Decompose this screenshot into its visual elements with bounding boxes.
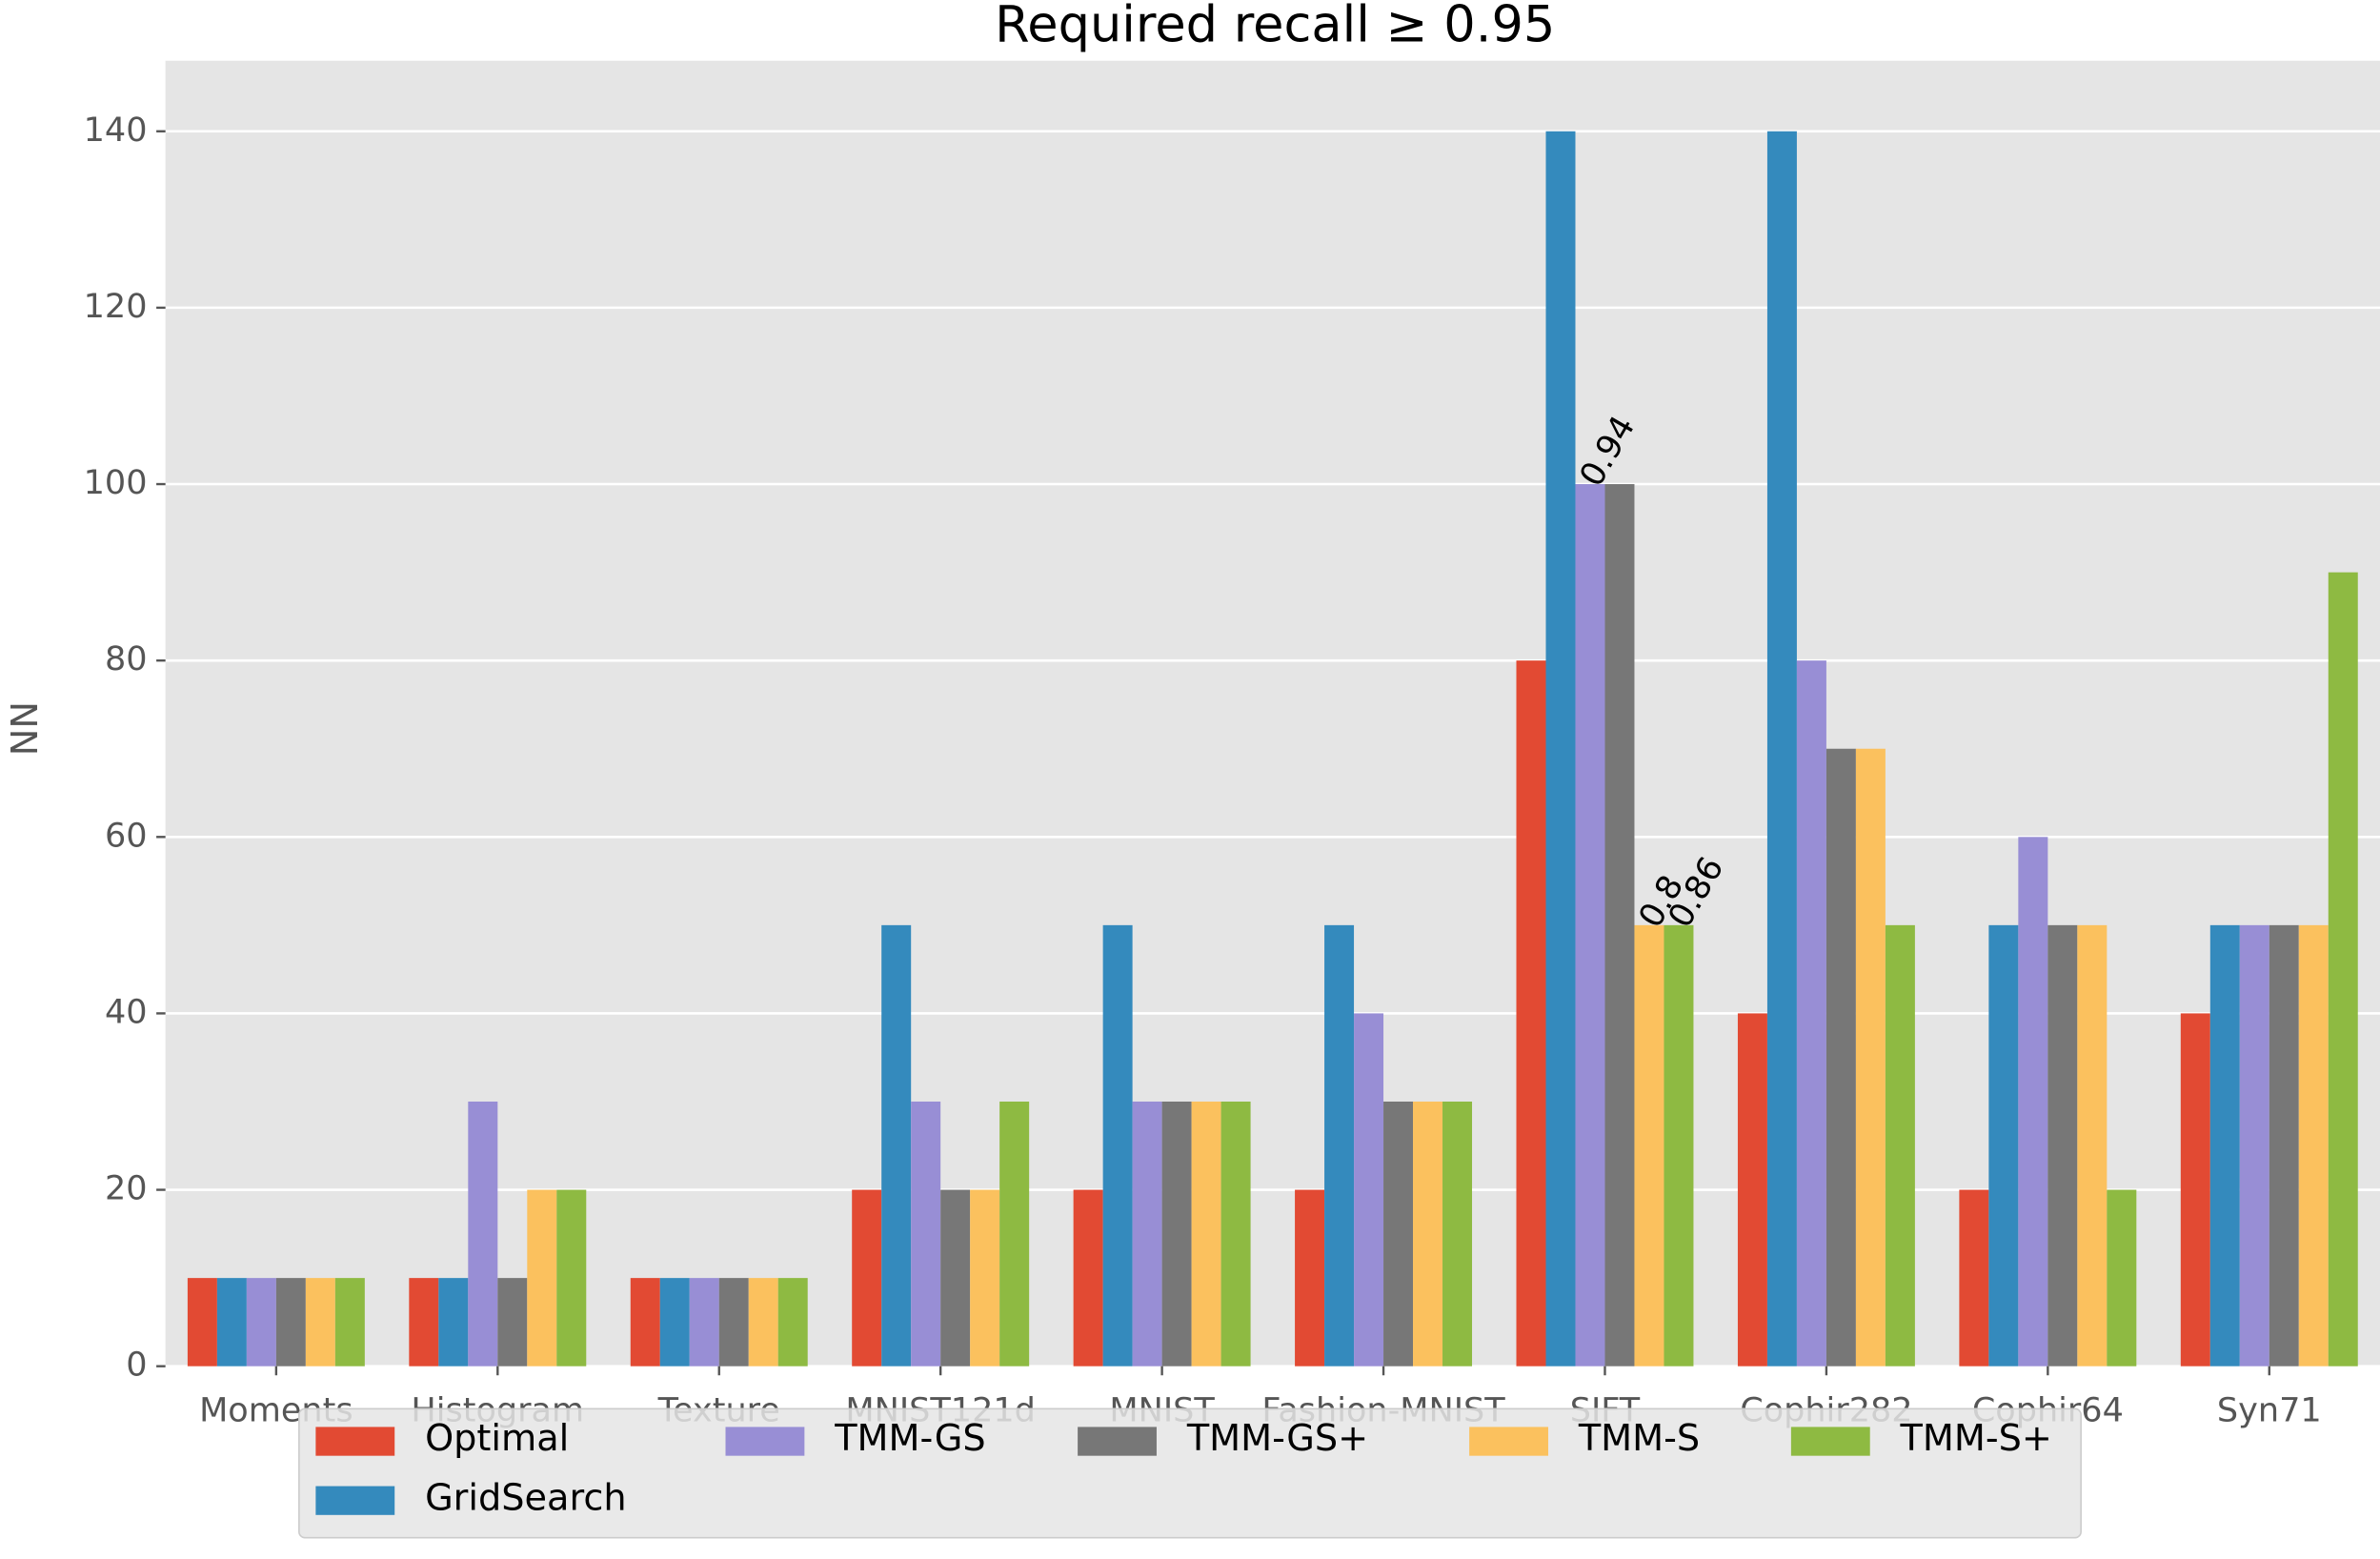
bar [2328, 572, 2358, 1367]
legend-label: TMM-S [1578, 1418, 1700, 1460]
bar [1988, 924, 2019, 1367]
bar [1191, 1101, 1221, 1367]
bar [497, 1278, 528, 1367]
bar [2180, 1013, 2210, 1367]
bar [438, 1278, 469, 1367]
y-tick-label: 100 [84, 463, 148, 502]
bar [1442, 1101, 1473, 1367]
bar [468, 1101, 498, 1367]
bar [1796, 660, 1826, 1367]
legend-label: GridSearch [425, 1477, 627, 1519]
legend: Optimal GridSearch TMM-GS TMM-GS+ TMM-S TMM-S… [298, 1407, 2082, 1539]
bar [940, 1189, 971, 1367]
bar [777, 1278, 808, 1367]
bar [1737, 1013, 1767, 1367]
legend-swatch [315, 1486, 395, 1515]
bar [1604, 484, 1635, 1367]
bar [1161, 1101, 1192, 1367]
bar [2018, 837, 2048, 1367]
bar [1825, 748, 1856, 1367]
y-tick-label: 140 [84, 111, 148, 150]
bar [2298, 924, 2329, 1367]
bar [556, 1189, 587, 1367]
bar [246, 1278, 276, 1367]
bar [1220, 1101, 1251, 1367]
bar [1959, 1189, 1989, 1367]
bar [748, 1278, 778, 1367]
bar [527, 1189, 557, 1367]
y-tick-label: 20 [105, 1169, 148, 1208]
bar [999, 1101, 1030, 1367]
bar [1766, 131, 1797, 1367]
y-tick-label: 0 [126, 1346, 147, 1385]
bar [718, 1278, 749, 1367]
bar [1413, 1101, 1443, 1367]
bar [1575, 484, 1605, 1367]
bar [1664, 924, 1694, 1367]
bar [1855, 748, 1886, 1367]
legend-swatch [725, 1427, 805, 1456]
y-axis-label: NN [5, 701, 47, 756]
bar [1073, 1189, 1103, 1367]
bar [911, 1101, 941, 1367]
bar [2269, 924, 2299, 1367]
bar [409, 1278, 439, 1367]
bar [1516, 660, 1546, 1367]
bar [1324, 924, 1355, 1367]
legend-label: TMM-GS [834, 1418, 985, 1460]
legend-label: TMM-S+ [1900, 1418, 2052, 1460]
y-tick-label: 120 [84, 287, 148, 326]
y-tick-label: 60 [105, 816, 148, 855]
bar [630, 1278, 660, 1367]
bar [659, 1278, 690, 1367]
legend-label: TMM-GS+ [1186, 1418, 1368, 1460]
bar [275, 1278, 306, 1367]
bar [2047, 924, 2078, 1367]
y-tick-label: 40 [105, 992, 148, 1031]
bar [1132, 1101, 1162, 1367]
legend-swatch [315, 1427, 395, 1456]
bar [852, 1189, 882, 1367]
legend-swatch [1790, 1427, 1870, 1456]
bar [1634, 924, 1664, 1367]
bar [970, 1189, 1000, 1367]
bar [1354, 1013, 1384, 1367]
bar [305, 1278, 335, 1367]
x-tick-label: Syn71 [2217, 1390, 2322, 1429]
bar [187, 1278, 217, 1367]
legend-swatch [1078, 1427, 1157, 1456]
chart-title: Required recall ≥ 0.95 [995, 0, 1555, 53]
bar [881, 924, 912, 1367]
bar [1102, 924, 1133, 1367]
bar [334, 1278, 365, 1367]
bar [2107, 1189, 2137, 1367]
legend-label: Optimal [425, 1418, 569, 1460]
bar [2209, 924, 2240, 1367]
bar [2077, 924, 2108, 1367]
bar [2239, 924, 2269, 1367]
bar [689, 1278, 719, 1367]
bar [216, 1278, 247, 1367]
bar [1545, 131, 1576, 1367]
bar [1885, 924, 1915, 1367]
bar [1383, 1101, 1414, 1367]
legend-swatch [1469, 1427, 1548, 1456]
y-tick-label: 80 [105, 639, 148, 678]
bar [1295, 1189, 1325, 1367]
